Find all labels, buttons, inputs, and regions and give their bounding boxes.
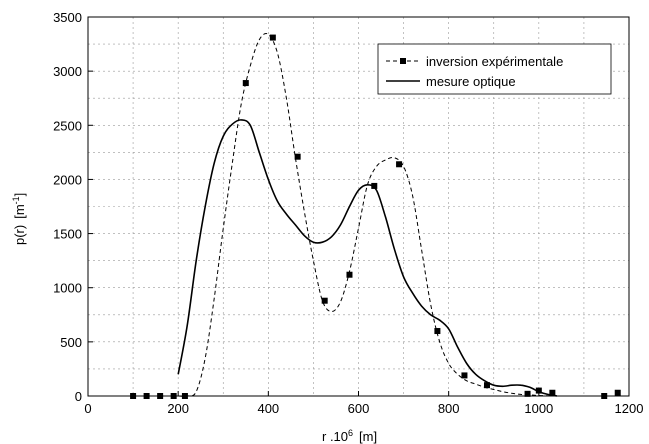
legend: inversion expérimentale mesure optique	[377, 43, 612, 95]
data-point-marker	[483, 382, 490, 389]
x-axis-label-unit: [m]	[359, 429, 377, 444]
x-tick-label: 1200	[615, 401, 644, 416]
data-point-marker	[461, 372, 468, 379]
data-point-marker	[294, 153, 301, 160]
y-tick-label: 1500	[53, 227, 82, 242]
data-point-marker	[371, 182, 378, 189]
data-point-marker	[321, 297, 328, 304]
y-axis-label-unit-sup: -1	[11, 196, 21, 204]
data-point-marker	[269, 34, 276, 41]
data-point-marker	[242, 80, 249, 87]
data-point-marker	[346, 271, 353, 278]
x-axis-label: r .106 [m]	[322, 428, 377, 444]
y-tick-label: 3000	[53, 64, 82, 79]
plot-frame	[87, 16, 630, 397]
data-point-marker	[396, 161, 403, 168]
data-point-marker	[535, 387, 542, 394]
y-axis-label: p(r) [m-1]	[11, 193, 27, 245]
y-tick-label: 1000	[53, 281, 82, 296]
x-tick-label: 0	[84, 401, 91, 416]
series-line-inversion-experimentale	[178, 33, 557, 397]
x-tick-label: 400	[257, 401, 279, 416]
y-tick-label: 500	[60, 335, 82, 350]
legend-marker	[400, 58, 406, 64]
x-axis-label-base: r .10	[322, 429, 348, 444]
y-tick-label: 3500	[53, 10, 82, 25]
y-axis-label-base: p(r)	[12, 225, 27, 245]
y-tick-label: 2000	[53, 172, 82, 187]
data-point-marker	[524, 390, 531, 397]
legend-label-series-1: inversion expérimentale	[426, 54, 563, 69]
x-tick-label: 800	[438, 401, 460, 416]
y-ticks: 0 500 1000 1500 2000 2500 3000 3500	[53, 10, 93, 404]
data-point-marker	[434, 328, 441, 335]
y-tick-label: 0	[75, 389, 82, 404]
legend-box	[377, 43, 612, 95]
x-tick-label: 600	[348, 401, 370, 416]
x-axis-label-sup: 6	[348, 428, 353, 438]
x-tick-label: 200	[167, 401, 189, 416]
x-tick-label: 1000	[524, 401, 553, 416]
data-point-marker	[614, 389, 621, 396]
y-axis-label-unit-base: [m	[12, 204, 27, 218]
y-tick-label: 2500	[53, 118, 82, 133]
y-axis-label-unit-end: ]	[12, 193, 27, 197]
data-point-marker	[549, 389, 556, 396]
legend-label-series-2: mesure optique	[426, 74, 516, 89]
